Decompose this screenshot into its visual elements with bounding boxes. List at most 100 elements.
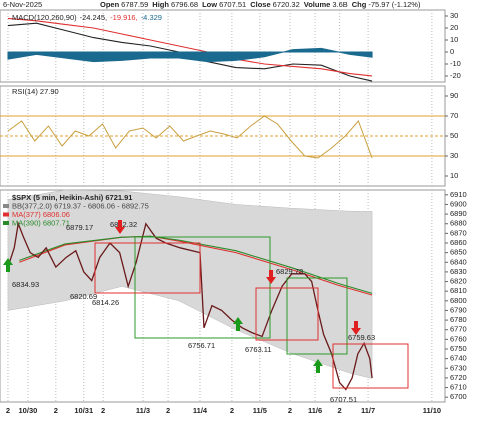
y-tick-label: 6880 <box>450 219 467 228</box>
sell-arrow <box>266 270 276 284</box>
x-tick-label: 11/10 <box>423 406 441 415</box>
price-annotation: 6829.78 <box>276 267 303 276</box>
macd-value: -24.245, <box>80 13 108 22</box>
price-annotation: 6834.93 <box>12 280 39 289</box>
y-tick-label: 6740 <box>450 354 467 363</box>
x-tick-label: 11/5 <box>253 406 267 415</box>
x-tick-label: 2 <box>101 406 105 415</box>
legend-entry: MA(377) 6806.06 <box>12 210 70 219</box>
price-annotation: 6879.17 <box>66 223 93 232</box>
header-date: 6-Nov-2025 <box>3 0 42 9</box>
x-tick-label: 2 <box>338 406 342 415</box>
y-tick-label: 6830 <box>450 267 467 276</box>
header-value: 6787.59 <box>121 0 148 9</box>
y-tick-label: 6780 <box>450 315 467 324</box>
y-tick-label: 6800 <box>450 296 467 305</box>
header-value: 3.6B <box>332 0 347 9</box>
sell-arrow <box>351 321 361 335</box>
y-tick-label: 6860 <box>450 238 467 247</box>
header-label: Low <box>202 0 217 9</box>
price-annotation: 6814.26 <box>92 298 119 307</box>
header-label: Volume <box>304 0 331 9</box>
price-annotation: 6882.32 <box>110 220 137 229</box>
x-tick-label: 2 <box>230 406 234 415</box>
legend-entry: MA(390) 6807.71 <box>12 218 70 227</box>
x-tick-label: 2 <box>166 406 170 415</box>
y-tick-label: 6700 <box>450 392 467 401</box>
macd-frame <box>0 9 446 83</box>
legend-swatch <box>3 212 9 217</box>
header-value: -75.97 (-1.12%) <box>368 0 421 9</box>
x-tick-label: 2 <box>288 406 292 415</box>
y-tick-label: 6910 <box>450 190 467 199</box>
y-tick-label: 6900 <box>450 199 467 208</box>
x-tick-label: 2 <box>54 406 58 415</box>
buy-arrow <box>313 359 323 373</box>
y-tick-label: 10 <box>450 171 458 180</box>
y-tick-label: 6730 <box>450 363 467 372</box>
x-tick-label: 10/30 <box>19 406 38 415</box>
red-box <box>332 343 409 389</box>
rsi-line <box>7 115 373 159</box>
header-label: High <box>152 0 169 9</box>
price-annotation: 6763.11 <box>245 345 272 354</box>
y-tick-label: 6720 <box>450 373 467 382</box>
macd-histogram <box>7 47 373 63</box>
y-tick-label: 6710 <box>450 383 467 392</box>
y-tick-label: 6890 <box>450 209 467 218</box>
legend-entry: BB(377,2.0) 6719.37 - 6806.06 - 6892.75 <box>12 201 149 210</box>
legend-swatch <box>3 221 9 225</box>
y-tick-label: 6810 <box>450 286 467 295</box>
y-tick-label: 6770 <box>450 325 467 334</box>
red-box <box>94 242 201 294</box>
price-frame <box>0 189 446 403</box>
buy-arrow <box>233 317 243 331</box>
y-tick-label: 20 <box>450 23 458 32</box>
red-box <box>255 287 319 341</box>
y-tick-label: 30 <box>450 151 458 160</box>
macd-value: -4.329 <box>141 13 162 22</box>
header-label: Close <box>250 0 270 9</box>
price-title: $SPX (5 min, Heikin-Ashi) 6721.91 <box>12 193 132 202</box>
header-value: 6720.32 <box>273 0 300 9</box>
y-tick-label: 90 <box>450 91 458 100</box>
arrows <box>3 220 361 373</box>
y-tick-label: 0 <box>450 47 454 56</box>
x-tick-label: 11/4 <box>193 406 208 415</box>
y-tick-label: -10 <box>450 59 461 68</box>
price-line <box>7 221 373 391</box>
y-tick-label: 50 <box>450 131 458 140</box>
sell-arrow <box>115 220 125 234</box>
legend-swatch <box>3 204 9 208</box>
macd-line <box>7 17 373 77</box>
y-tick-label: 30 <box>450 11 458 20</box>
y-tick-label: -20 <box>450 71 461 80</box>
boxes <box>94 236 409 389</box>
x-tick-label: 10/31 <box>74 406 93 415</box>
y-tick-label: 6750 <box>450 344 467 353</box>
y-tick-label: 6840 <box>450 257 467 266</box>
x-tick-label: 11/6 <box>308 406 322 415</box>
y-tick-label: 6870 <box>450 228 467 237</box>
buy-arrow <box>3 258 13 272</box>
green-box <box>286 277 348 355</box>
x-tick-label: 11/7 <box>361 406 375 415</box>
y-tick-label: 6850 <box>450 248 467 257</box>
y-tick-label: 70 <box>450 111 458 120</box>
y-tick-label: 10 <box>450 35 458 44</box>
header-label: Open <box>100 0 120 9</box>
price-annotation: 6820.69 <box>70 292 97 301</box>
x-tick-label: 2 <box>6 406 10 415</box>
bollinger-band <box>7 189 373 379</box>
x-tick-label: 11/3 <box>136 406 150 415</box>
header-label: Chg <box>352 0 367 9</box>
price-annotation: 6759.63 <box>348 333 375 342</box>
price-annotation: 6707.51 <box>330 395 357 404</box>
y-tick-label: 6760 <box>450 334 467 343</box>
moving-average <box>19 235 373 296</box>
header-value: 6796.68 <box>171 0 198 9</box>
rsi-label: RSI(14) 27.90 <box>12 87 59 96</box>
header-value: 6707.51 <box>219 0 246 9</box>
macd-value: -19.916, <box>110 13 138 22</box>
